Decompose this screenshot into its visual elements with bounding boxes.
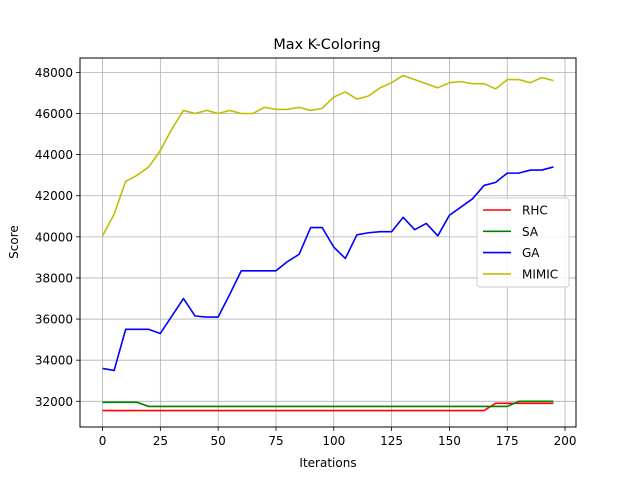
y-axis-label: Score <box>7 225 21 259</box>
y-tick-label: 42000 <box>35 189 73 203</box>
x-tick-label: 25 <box>153 434 168 448</box>
y-tick-label: 34000 <box>35 354 73 368</box>
y-tick-label: 32000 <box>35 395 73 409</box>
x-tick-label: 100 <box>322 434 345 448</box>
y-tick-label: 38000 <box>35 271 73 285</box>
legend-label-ga: GA <box>522 246 540 260</box>
y-tick-label: 48000 <box>35 66 73 80</box>
x-tick-label: 75 <box>268 434 283 448</box>
x-axis-label: Iterations <box>299 456 356 470</box>
legend-label-rhc: RHC <box>522 204 548 218</box>
x-tick-label: 150 <box>438 434 461 448</box>
legend-label-sa: SA <box>522 225 539 239</box>
legend-label-mimic: MIMIC <box>522 267 558 281</box>
series-line-ga <box>102 166 554 372</box>
y-tick-label: 44000 <box>35 148 73 162</box>
y-tick-label: 36000 <box>35 313 73 327</box>
chart-title: Max K-Coloring <box>273 37 380 53</box>
x-tick-label: 50 <box>211 434 226 448</box>
series-line-mimic <box>101 74 554 237</box>
legend-box <box>476 197 570 288</box>
x-tick-label: 0 <box>99 434 107 448</box>
x-axis-ticks: 0 25 50 75 100 125 150 175 200 <box>99 427 577 448</box>
legend: RHC SA GA MIMIC <box>476 197 570 288</box>
data-series <box>101 74 554 412</box>
x-tick-label: 200 <box>554 434 577 448</box>
plot-frame <box>79 57 577 428</box>
y-tick-label: 46000 <box>35 107 73 121</box>
series-line-sa <box>102 400 554 408</box>
x-tick-label: 175 <box>496 434 519 448</box>
x-tick-label: 125 <box>380 434 403 448</box>
y-axis-ticks: 32000 34000 36000 38000 40000 42000 44000 46000… <box>35 66 80 409</box>
y-tick-label: 40000 <box>35 230 73 244</box>
series-line-rhc <box>102 402 554 412</box>
